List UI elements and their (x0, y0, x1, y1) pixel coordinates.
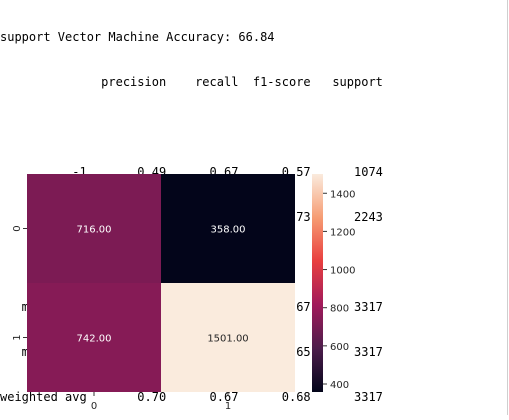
x-tick-label: 0 (91, 401, 97, 412)
accuracy-line: support Vector Machine Accuracy: 66.84 (0, 30, 383, 45)
colorbar-tick-label: 1400 (330, 189, 355, 200)
cell-value-label: 742.00 (77, 334, 112, 345)
cell-value-label: 1501.00 (207, 334, 248, 345)
cell-value-label: 358.00 (211, 225, 246, 236)
x-tick-label: 1 (225, 401, 231, 412)
y-tick-label: 1 (12, 334, 23, 340)
report-row (0, 120, 383, 135)
colorbar-tick-label: 600 (330, 342, 349, 353)
confusion-matrix-plot: 716.00 358.00 742.00 1501.00 0 1 0 1 400 600 800 10… (0, 160, 509, 415)
y-tick-label: 0 (12, 225, 23, 231)
colorbar-tick-label: 400 (330, 380, 349, 391)
colorbar-tick-label: 800 (330, 304, 349, 315)
report-header: precision recall f1-score support (0, 75, 383, 90)
cell-value-label: 716.00 (77, 225, 112, 236)
colorbar (312, 174, 323, 392)
colorbar-tick-label: 1000 (330, 266, 355, 277)
colorbar-tick-label: 1200 (330, 227, 355, 238)
